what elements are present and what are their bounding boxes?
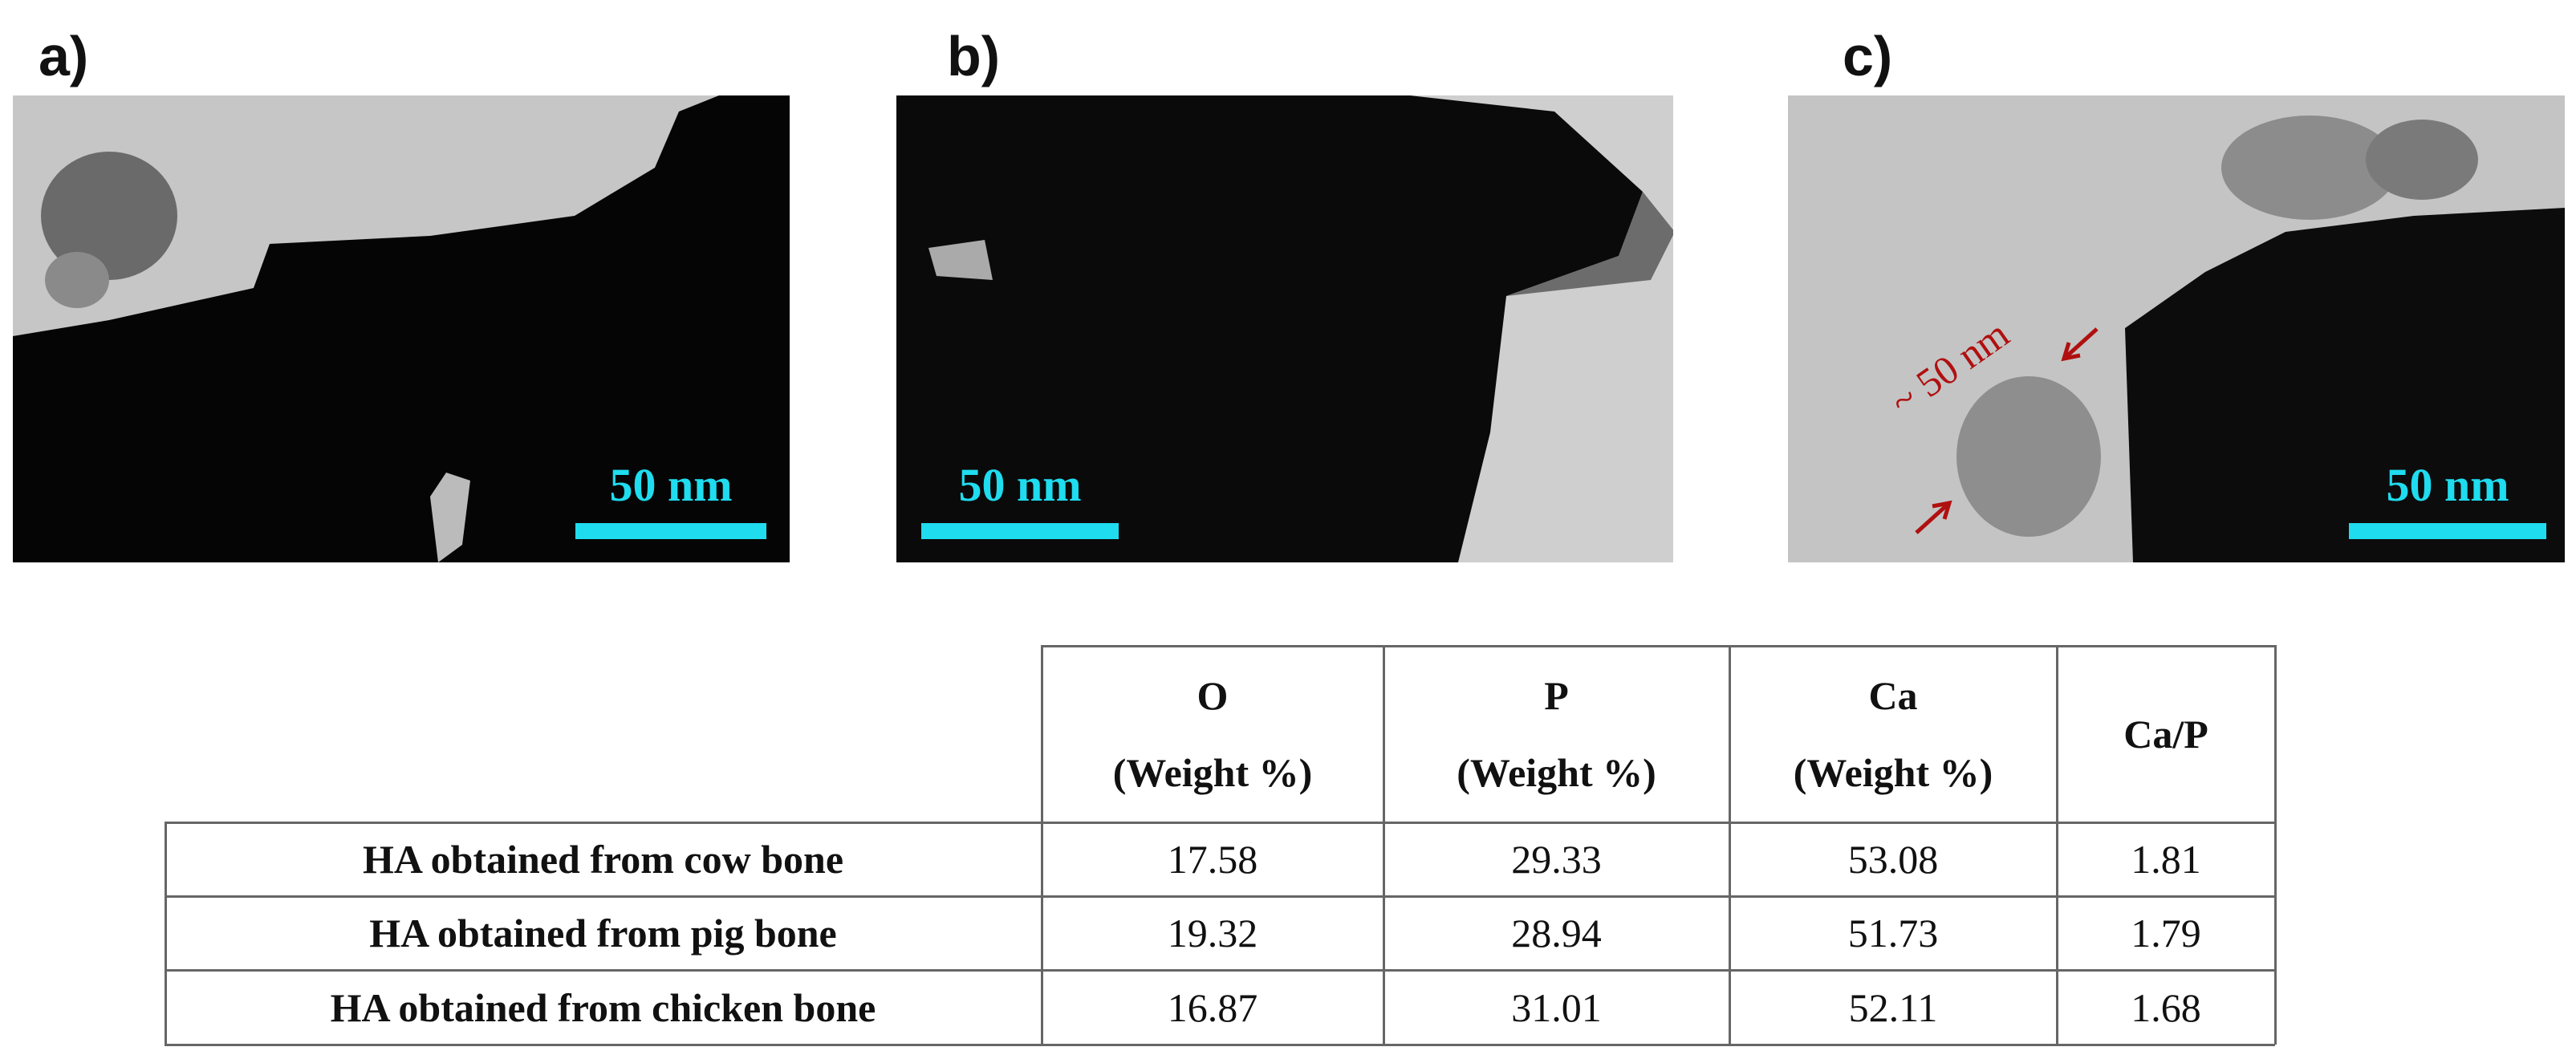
table-cell: 1.81 [2131,837,2201,882]
table-border [1041,645,1043,1045]
table-cell: 17.58 [1167,837,1258,882]
table-cell: 53.08 [1847,837,1939,882]
table-border [165,822,2275,824]
header-unit: (Weight %) [1112,749,1313,795]
header-element: O [1197,672,1229,718]
header-unit: (Weight %) [1793,749,1993,795]
table-cell: 29.33 [1511,837,1602,882]
table-border [1729,645,1731,1045]
header-element: Ca/P [2123,711,2208,757]
table-cell: 51.73 [1847,911,1939,956]
scale-bar-label: 50 nm [958,459,1081,511]
tem-image: 50 nm [896,95,1673,562]
table-cell: 31.01 [1511,984,1602,1030]
arrows [1915,327,2099,534]
header-cell: Ca (Weight %) [1729,645,2057,822]
table-cell: 1.79 [2131,911,2201,956]
table-cell: 28.94 [1511,911,1602,956]
tem-image: 50 nm ~ 50 nm [1788,95,2565,562]
panel-label: b) [947,25,1001,87]
table-border [165,1044,2275,1046]
header-element: P [1544,672,1569,718]
table-cell: 1.68 [2131,984,2201,1030]
row-header: HA obtained from pig bone [369,911,837,956]
scale-bar-label: 50 nm [609,459,732,511]
header-element: Ca [1868,672,1918,718]
scale-bar-label: 50 nm [2386,459,2509,511]
table-border [1383,645,1385,1045]
table-border [2056,645,2058,1045]
panel-label: c) [1843,25,1893,87]
table-border [165,822,167,1045]
header-unit: (Weight %) [1457,749,1656,795]
header-cell: O (Weight %) [1042,645,1383,822]
table-border [2274,645,2277,1045]
table-cell: 52.11 [1848,984,1938,1030]
tem-image: 50 nm [13,95,790,562]
table-border [165,895,2275,898]
table-border [165,969,2275,972]
table-cell: 19.32 [1167,911,1258,956]
header-cell: Ca/P [2057,645,2275,822]
header-cell: P (Weight %) [1383,645,1729,822]
table-cell: 16.87 [1167,984,1258,1030]
table-border [1042,645,2275,647]
row-header: HA obtained from chicken bone [330,984,876,1030]
row-header: HA obtained from cow bone [362,837,844,882]
panel-label: a) [39,25,89,87]
